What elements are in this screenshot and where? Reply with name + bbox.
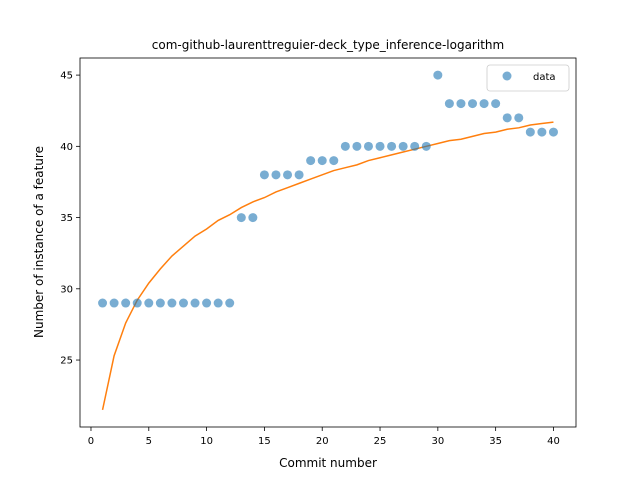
data-point — [283, 170, 293, 180]
y-tick-label: 45 — [60, 71, 73, 82]
legend-label-data: data — [533, 72, 556, 83]
data-point — [468, 99, 478, 109]
data-point — [502, 113, 512, 123]
x-tick-label: 30 — [431, 436, 444, 447]
legend: data — [486, 64, 570, 92]
plot-area — [98, 70, 558, 411]
x-tick-label: 10 — [200, 436, 213, 447]
plot-frame — [79, 57, 577, 428]
data-point — [387, 141, 397, 151]
data-point — [121, 298, 131, 308]
legend-box — [486, 64, 570, 92]
data-point — [363, 141, 373, 151]
y-tick-label: 35 — [60, 213, 73, 224]
x-axis: 0 5 10 15 20 25 30 35 40 — [88, 427, 560, 447]
data-point — [213, 298, 223, 308]
x-tick-label: 40 — [547, 436, 560, 447]
data-point — [202, 298, 212, 308]
data-point — [433, 70, 443, 80]
data-point — [537, 127, 547, 137]
y-tick-label: 30 — [60, 284, 73, 295]
data-point — [144, 298, 154, 308]
data-point — [352, 141, 362, 151]
data-point — [259, 170, 269, 180]
data-point — [294, 170, 304, 180]
y-tick-label: 40 — [60, 142, 73, 153]
data-point — [271, 170, 281, 180]
y-axis-label: Number of instance of a feature — [32, 146, 46, 338]
x-tick-label: 0 — [88, 436, 94, 447]
data-point — [132, 298, 142, 308]
x-tick-label: 5 — [146, 436, 152, 447]
data-point — [317, 156, 327, 166]
x-tick-label: 25 — [374, 436, 387, 447]
data-point — [225, 298, 235, 308]
data-point — [479, 99, 489, 109]
data-point — [410, 141, 420, 151]
data-point — [248, 213, 258, 223]
data-point — [421, 141, 431, 151]
data-point — [444, 99, 454, 109]
fit-line — [101, 121, 554, 411]
data-point — [190, 298, 200, 308]
data-point — [514, 113, 524, 123]
chart-title: com-github-laurenttreguier-deck_type_inf… — [152, 38, 504, 52]
data-point — [340, 141, 350, 151]
x-axis-label: Commit number — [279, 456, 377, 470]
data-point — [109, 298, 119, 308]
y-axis: 25 30 35 40 45 — [60, 71, 80, 367]
data-point — [398, 141, 408, 151]
data-point — [236, 213, 246, 223]
data-point — [548, 127, 558, 137]
data-point — [329, 156, 339, 166]
data-point — [525, 127, 535, 137]
data-point — [155, 298, 165, 308]
data-point — [98, 298, 108, 308]
data-point — [375, 141, 385, 151]
data-point — [456, 99, 466, 109]
y-tick-label: 25 — [60, 356, 73, 367]
legend-marker-data — [502, 71, 512, 81]
x-tick-label: 35 — [489, 436, 502, 447]
x-tick-label: 15 — [258, 436, 271, 447]
data-point — [167, 298, 177, 308]
data-point — [491, 99, 501, 109]
data-point — [178, 298, 188, 308]
data-point — [306, 156, 316, 166]
x-tick-label: 20 — [316, 436, 329, 447]
